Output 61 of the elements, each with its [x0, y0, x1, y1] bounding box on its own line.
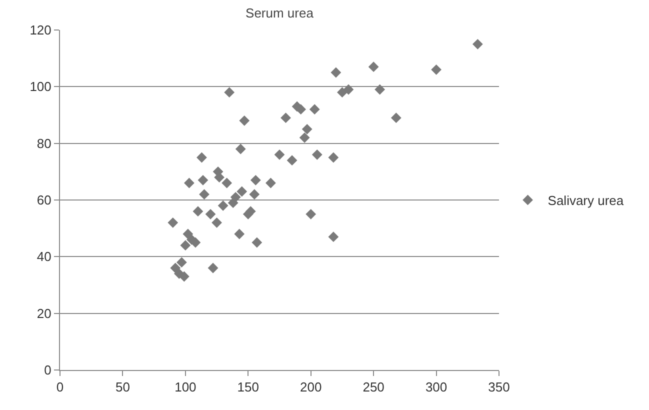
y-tick-label: 40 — [36, 249, 52, 264]
point — [224, 87, 235, 98]
point — [235, 144, 246, 154]
x-tick-label: 100 — [174, 380, 196, 395]
point — [306, 208, 316, 220]
point — [196, 152, 207, 163]
point — [337, 87, 348, 98]
point — [312, 149, 322, 160]
point — [328, 152, 339, 163]
point — [239, 115, 250, 126]
point — [299, 132, 310, 143]
point — [208, 262, 218, 274]
y-tick-label: 100 — [30, 79, 52, 94]
point — [249, 189, 260, 200]
point — [328, 232, 339, 242]
point — [170, 262, 181, 274]
point — [302, 124, 312, 134]
y-tick-label: 60 — [36, 192, 52, 208]
point — [274, 149, 285, 160]
point — [250, 174, 261, 186]
point — [330, 67, 342, 78]
x-tick-label: 150 — [237, 380, 259, 395]
point — [222, 178, 232, 188]
point — [205, 208, 216, 220]
point — [230, 192, 241, 202]
point — [178, 271, 190, 282]
y-tick-label: 0 — [44, 362, 52, 378]
point — [182, 228, 194, 240]
point — [192, 206, 204, 217]
x-tick-label: 350 — [488, 380, 510, 395]
point — [390, 112, 402, 124]
point — [472, 38, 483, 50]
point — [252, 237, 262, 248]
point — [286, 155, 298, 166]
legend-label: Salivary urea — [548, 193, 624, 208]
point — [234, 228, 245, 240]
chart-title: Serum urea — [246, 5, 314, 20]
x-tick-label: 200 — [300, 380, 322, 395]
point — [199, 189, 210, 200]
point — [431, 64, 442, 75]
x-tick-label: 250 — [362, 380, 384, 395]
point — [309, 104, 320, 115]
point — [198, 174, 208, 186]
point — [343, 84, 354, 95]
y-tick-label: 80 — [36, 136, 52, 151]
point — [184, 178, 194, 188]
point — [168, 217, 178, 228]
point — [266, 178, 276, 188]
x-tick-label: 50 — [115, 380, 130, 395]
x-tick-label: 300 — [425, 380, 448, 395]
point — [236, 186, 248, 197]
point — [176, 257, 187, 268]
point — [212, 217, 222, 228]
point — [280, 112, 291, 124]
y-tick-label: 20 — [36, 306, 52, 321]
point — [180, 240, 191, 251]
point — [368, 62, 379, 72]
point — [374, 84, 386, 95]
point — [218, 200, 228, 211]
x-tick-label: 0 — [56, 380, 64, 395]
y-tick-label: 120 — [30, 22, 52, 38]
